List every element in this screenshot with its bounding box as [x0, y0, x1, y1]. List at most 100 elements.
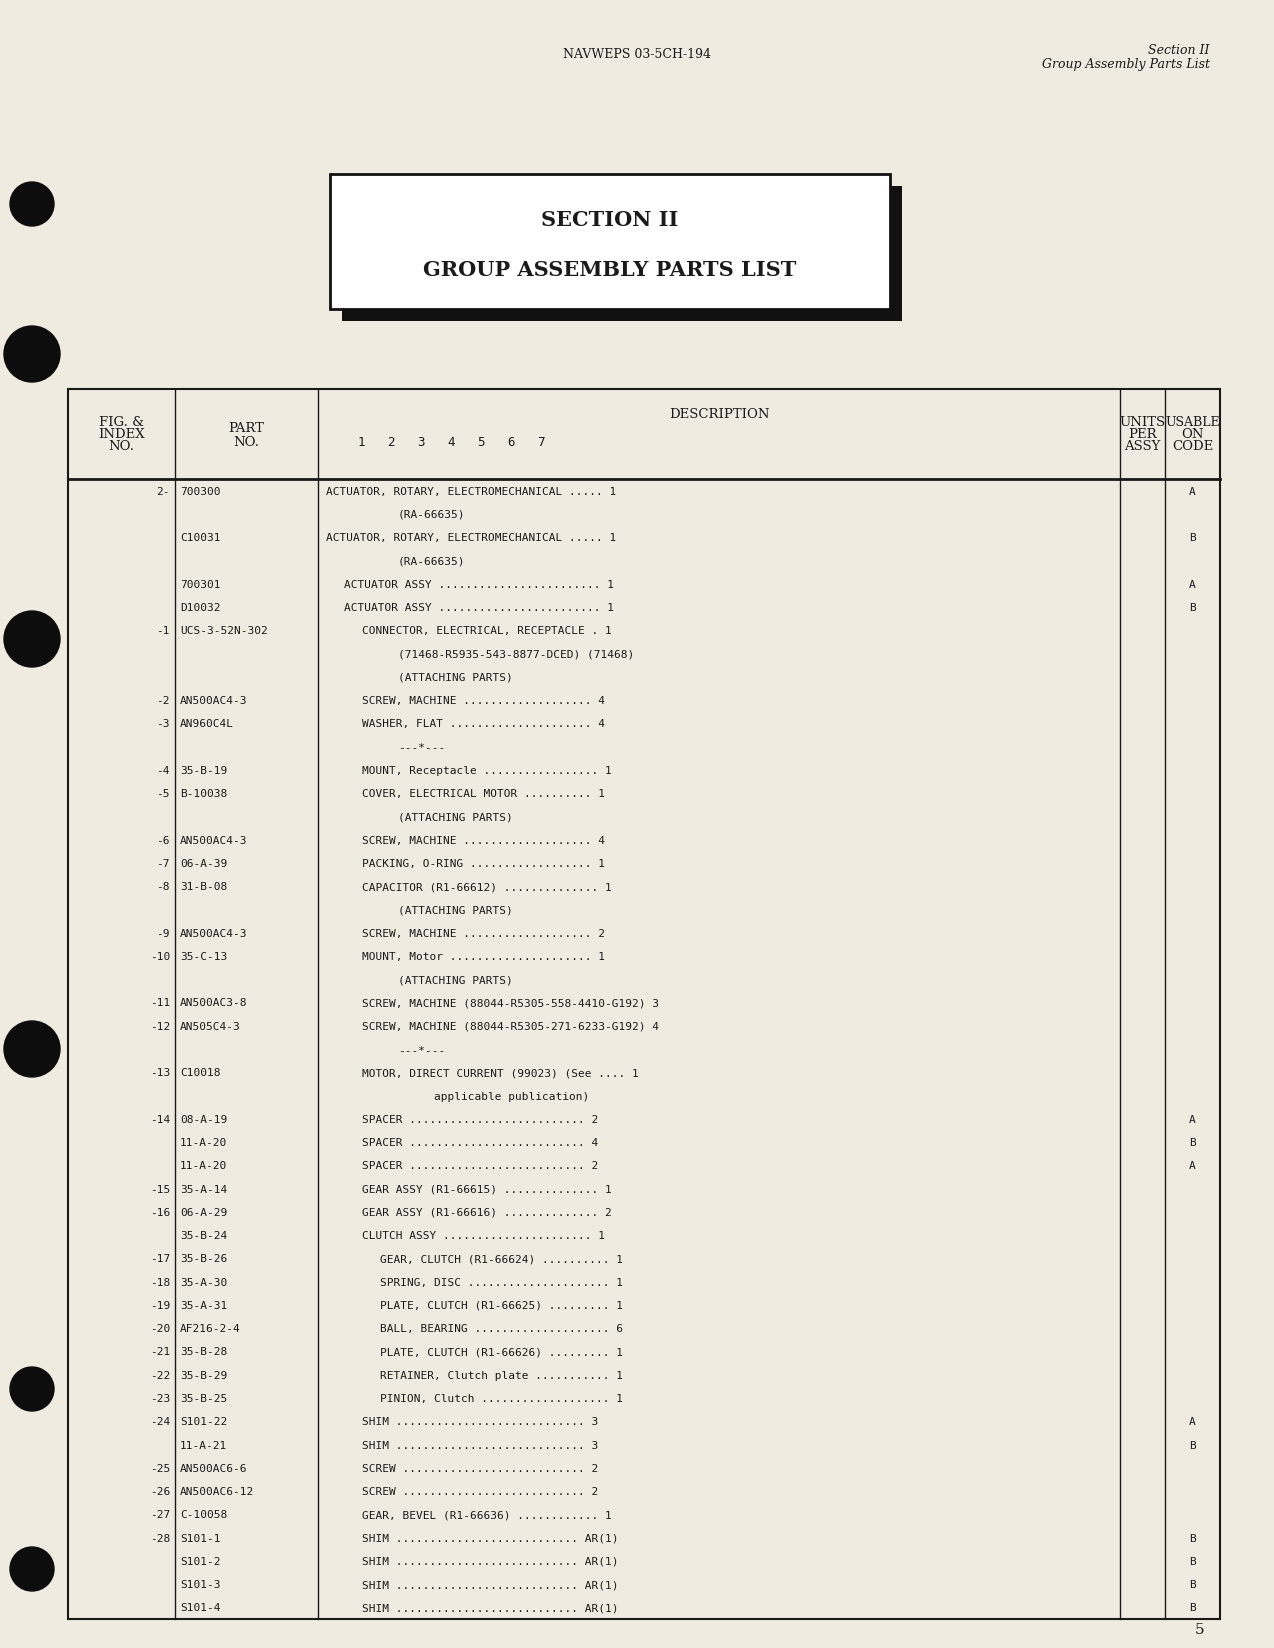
Text: AN960C4L: AN960C4L: [180, 719, 234, 728]
Text: C10031: C10031: [180, 532, 220, 542]
Text: SCREW, MACHINE ................... 2: SCREW, MACHINE ................... 2: [362, 928, 605, 938]
Text: (71468-R5935-543-8877-DCED) (71468): (71468-R5935-543-8877-DCED) (71468): [397, 649, 634, 659]
Text: SCREW ........................... 2: SCREW ........................... 2: [362, 1463, 599, 1473]
Text: -18: -18: [150, 1277, 169, 1287]
Text: B: B: [1189, 1602, 1196, 1612]
Text: SECTION II: SECTION II: [541, 209, 679, 229]
Text: (RA-66635): (RA-66635): [397, 509, 465, 519]
Text: S101-1: S101-1: [180, 1533, 220, 1543]
Text: 35-C-13: 35-C-13: [180, 951, 227, 961]
Text: WASHER, FLAT ..................... 4: WASHER, FLAT ..................... 4: [362, 719, 605, 728]
Text: UNITS: UNITS: [1120, 417, 1166, 428]
Text: AN500AC4-3: AN500AC4-3: [180, 836, 247, 845]
Text: PINION, Clutch ................... 1: PINION, Clutch ................... 1: [380, 1393, 623, 1402]
Text: NAVWEPS 03-5CH-194: NAVWEPS 03-5CH-194: [563, 48, 711, 61]
Text: NO.: NO.: [108, 440, 135, 453]
Circle shape: [10, 1368, 54, 1411]
Text: -28: -28: [150, 1533, 169, 1543]
Text: ---*---: ---*---: [397, 1045, 445, 1055]
Text: PART: PART: [228, 422, 265, 433]
Circle shape: [10, 183, 54, 227]
Text: S101-22: S101-22: [180, 1416, 227, 1427]
Text: PLATE, CLUTCH (R1-66626) ......... 1: PLATE, CLUTCH (R1-66626) ......... 1: [380, 1346, 623, 1356]
Text: -24: -24: [150, 1416, 169, 1427]
Text: D10032: D10032: [180, 603, 220, 613]
Text: C-10058: C-10058: [180, 1510, 227, 1519]
Text: 11-A-20: 11-A-20: [180, 1137, 227, 1147]
Text: 31-B-08: 31-B-08: [180, 882, 227, 892]
Text: 35-B-19: 35-B-19: [180, 765, 227, 775]
Text: SHIM ........................... AR(1): SHIM ........................... AR(1): [362, 1579, 618, 1589]
Text: S101-2: S101-2: [180, 1556, 220, 1566]
Text: AN500AC6-12: AN500AC6-12: [180, 1486, 255, 1496]
Text: -17: -17: [150, 1254, 169, 1264]
Text: UCS-3-52N-302: UCS-3-52N-302: [180, 626, 268, 636]
Text: -21: -21: [150, 1346, 169, 1356]
Text: 35-A-30: 35-A-30: [180, 1277, 227, 1287]
Text: SHIM ........................... AR(1): SHIM ........................... AR(1): [362, 1556, 618, 1566]
Text: SHIM ............................ 3: SHIM ............................ 3: [362, 1416, 599, 1427]
Text: -4: -4: [157, 765, 169, 775]
Text: A: A: [1189, 1114, 1196, 1124]
Bar: [341, 186, 902, 321]
Text: C10018: C10018: [180, 1068, 220, 1078]
Text: 06-A-39: 06-A-39: [180, 859, 227, 868]
Text: ASSY: ASSY: [1125, 440, 1161, 453]
Text: -27: -27: [150, 1510, 169, 1519]
Text: -26: -26: [150, 1486, 169, 1496]
Text: PACKING, O-RING .................. 1: PACKING, O-RING .................. 1: [362, 859, 605, 868]
Text: -14: -14: [150, 1114, 169, 1124]
Text: SPACER .......................... 4: SPACER .......................... 4: [362, 1137, 599, 1147]
Text: 700300: 700300: [180, 486, 220, 496]
Text: AN500AC4-3: AN500AC4-3: [180, 695, 247, 705]
Text: PLATE, CLUTCH (R1-66625) ......... 1: PLATE, CLUTCH (R1-66625) ......... 1: [380, 1300, 623, 1310]
Text: -11: -11: [150, 997, 169, 1009]
Text: -3: -3: [157, 719, 169, 728]
Text: B: B: [1189, 1440, 1196, 1450]
Text: GEAR, CLUTCH (R1-66624) .......... 1: GEAR, CLUTCH (R1-66624) .......... 1: [380, 1254, 623, 1264]
Text: 2-: 2-: [157, 486, 169, 496]
Text: SCREW, MACHINE ................... 4: SCREW, MACHINE ................... 4: [362, 695, 605, 705]
Bar: [68, 391, 1220, 1618]
Text: SCREW, MACHINE (88044-R5305-558-4410-G192) 3: SCREW, MACHINE (88044-R5305-558-4410-G19…: [362, 997, 659, 1009]
Text: S101-4: S101-4: [180, 1602, 220, 1612]
Text: 35-B-26: 35-B-26: [180, 1254, 227, 1264]
Text: ---*---: ---*---: [397, 742, 445, 751]
Text: RETAINER, Clutch plate ........... 1: RETAINER, Clutch plate ........... 1: [380, 1369, 623, 1379]
Text: -6: -6: [157, 836, 169, 845]
Text: CODE: CODE: [1172, 440, 1213, 453]
Text: applicable publication): applicable publication): [434, 1091, 590, 1101]
Text: INDEX: INDEX: [98, 428, 145, 442]
Text: SCREW, MACHINE ................... 4: SCREW, MACHINE ................... 4: [362, 836, 605, 845]
Circle shape: [10, 1547, 54, 1590]
Text: B: B: [1189, 603, 1196, 613]
Text: (ATTACHING PARTS): (ATTACHING PARTS): [397, 905, 512, 915]
Text: B: B: [1189, 1137, 1196, 1147]
Text: AN500AC4-3: AN500AC4-3: [180, 928, 247, 938]
Text: 35-B-28: 35-B-28: [180, 1346, 227, 1356]
Text: B: B: [1189, 1533, 1196, 1543]
Text: B: B: [1189, 1579, 1196, 1589]
Text: B-10038: B-10038: [180, 789, 227, 799]
Text: SHIM ........................... AR(1): SHIM ........................... AR(1): [362, 1602, 618, 1612]
Text: -12: -12: [150, 1022, 169, 1032]
Text: 06-A-29: 06-A-29: [180, 1206, 227, 1218]
Text: SHIM ........................... AR(1): SHIM ........................... AR(1): [362, 1533, 618, 1543]
Text: GEAR, BEVEL (R1-66636) ............ 1: GEAR, BEVEL (R1-66636) ............ 1: [362, 1510, 612, 1519]
Text: B: B: [1189, 532, 1196, 542]
Text: (ATTACHING PARTS): (ATTACHING PARTS): [397, 974, 512, 984]
Text: B: B: [1189, 1556, 1196, 1566]
Text: -22: -22: [150, 1369, 169, 1379]
Text: (ATTACHING PARTS): (ATTACHING PARTS): [397, 812, 512, 822]
Text: SPRING, DISC ..................... 1: SPRING, DISC ..................... 1: [380, 1277, 623, 1287]
Text: MOUNT, Motor ..................... 1: MOUNT, Motor ..................... 1: [362, 951, 605, 961]
Text: Group Assembly Parts List: Group Assembly Parts List: [1042, 58, 1210, 71]
Text: GEAR ASSY (R1-66616) .............. 2: GEAR ASSY (R1-66616) .............. 2: [362, 1206, 612, 1218]
Text: FIG. &: FIG. &: [99, 417, 144, 428]
Text: -8: -8: [157, 882, 169, 892]
Circle shape: [4, 1022, 60, 1078]
Text: A: A: [1189, 486, 1196, 496]
Text: GEAR ASSY (R1-66615) .............. 1: GEAR ASSY (R1-66615) .............. 1: [362, 1183, 612, 1193]
Text: DESCRIPTION: DESCRIPTION: [669, 409, 769, 422]
Text: 1   2   3   4   5   6   7: 1 2 3 4 5 6 7: [358, 437, 545, 450]
